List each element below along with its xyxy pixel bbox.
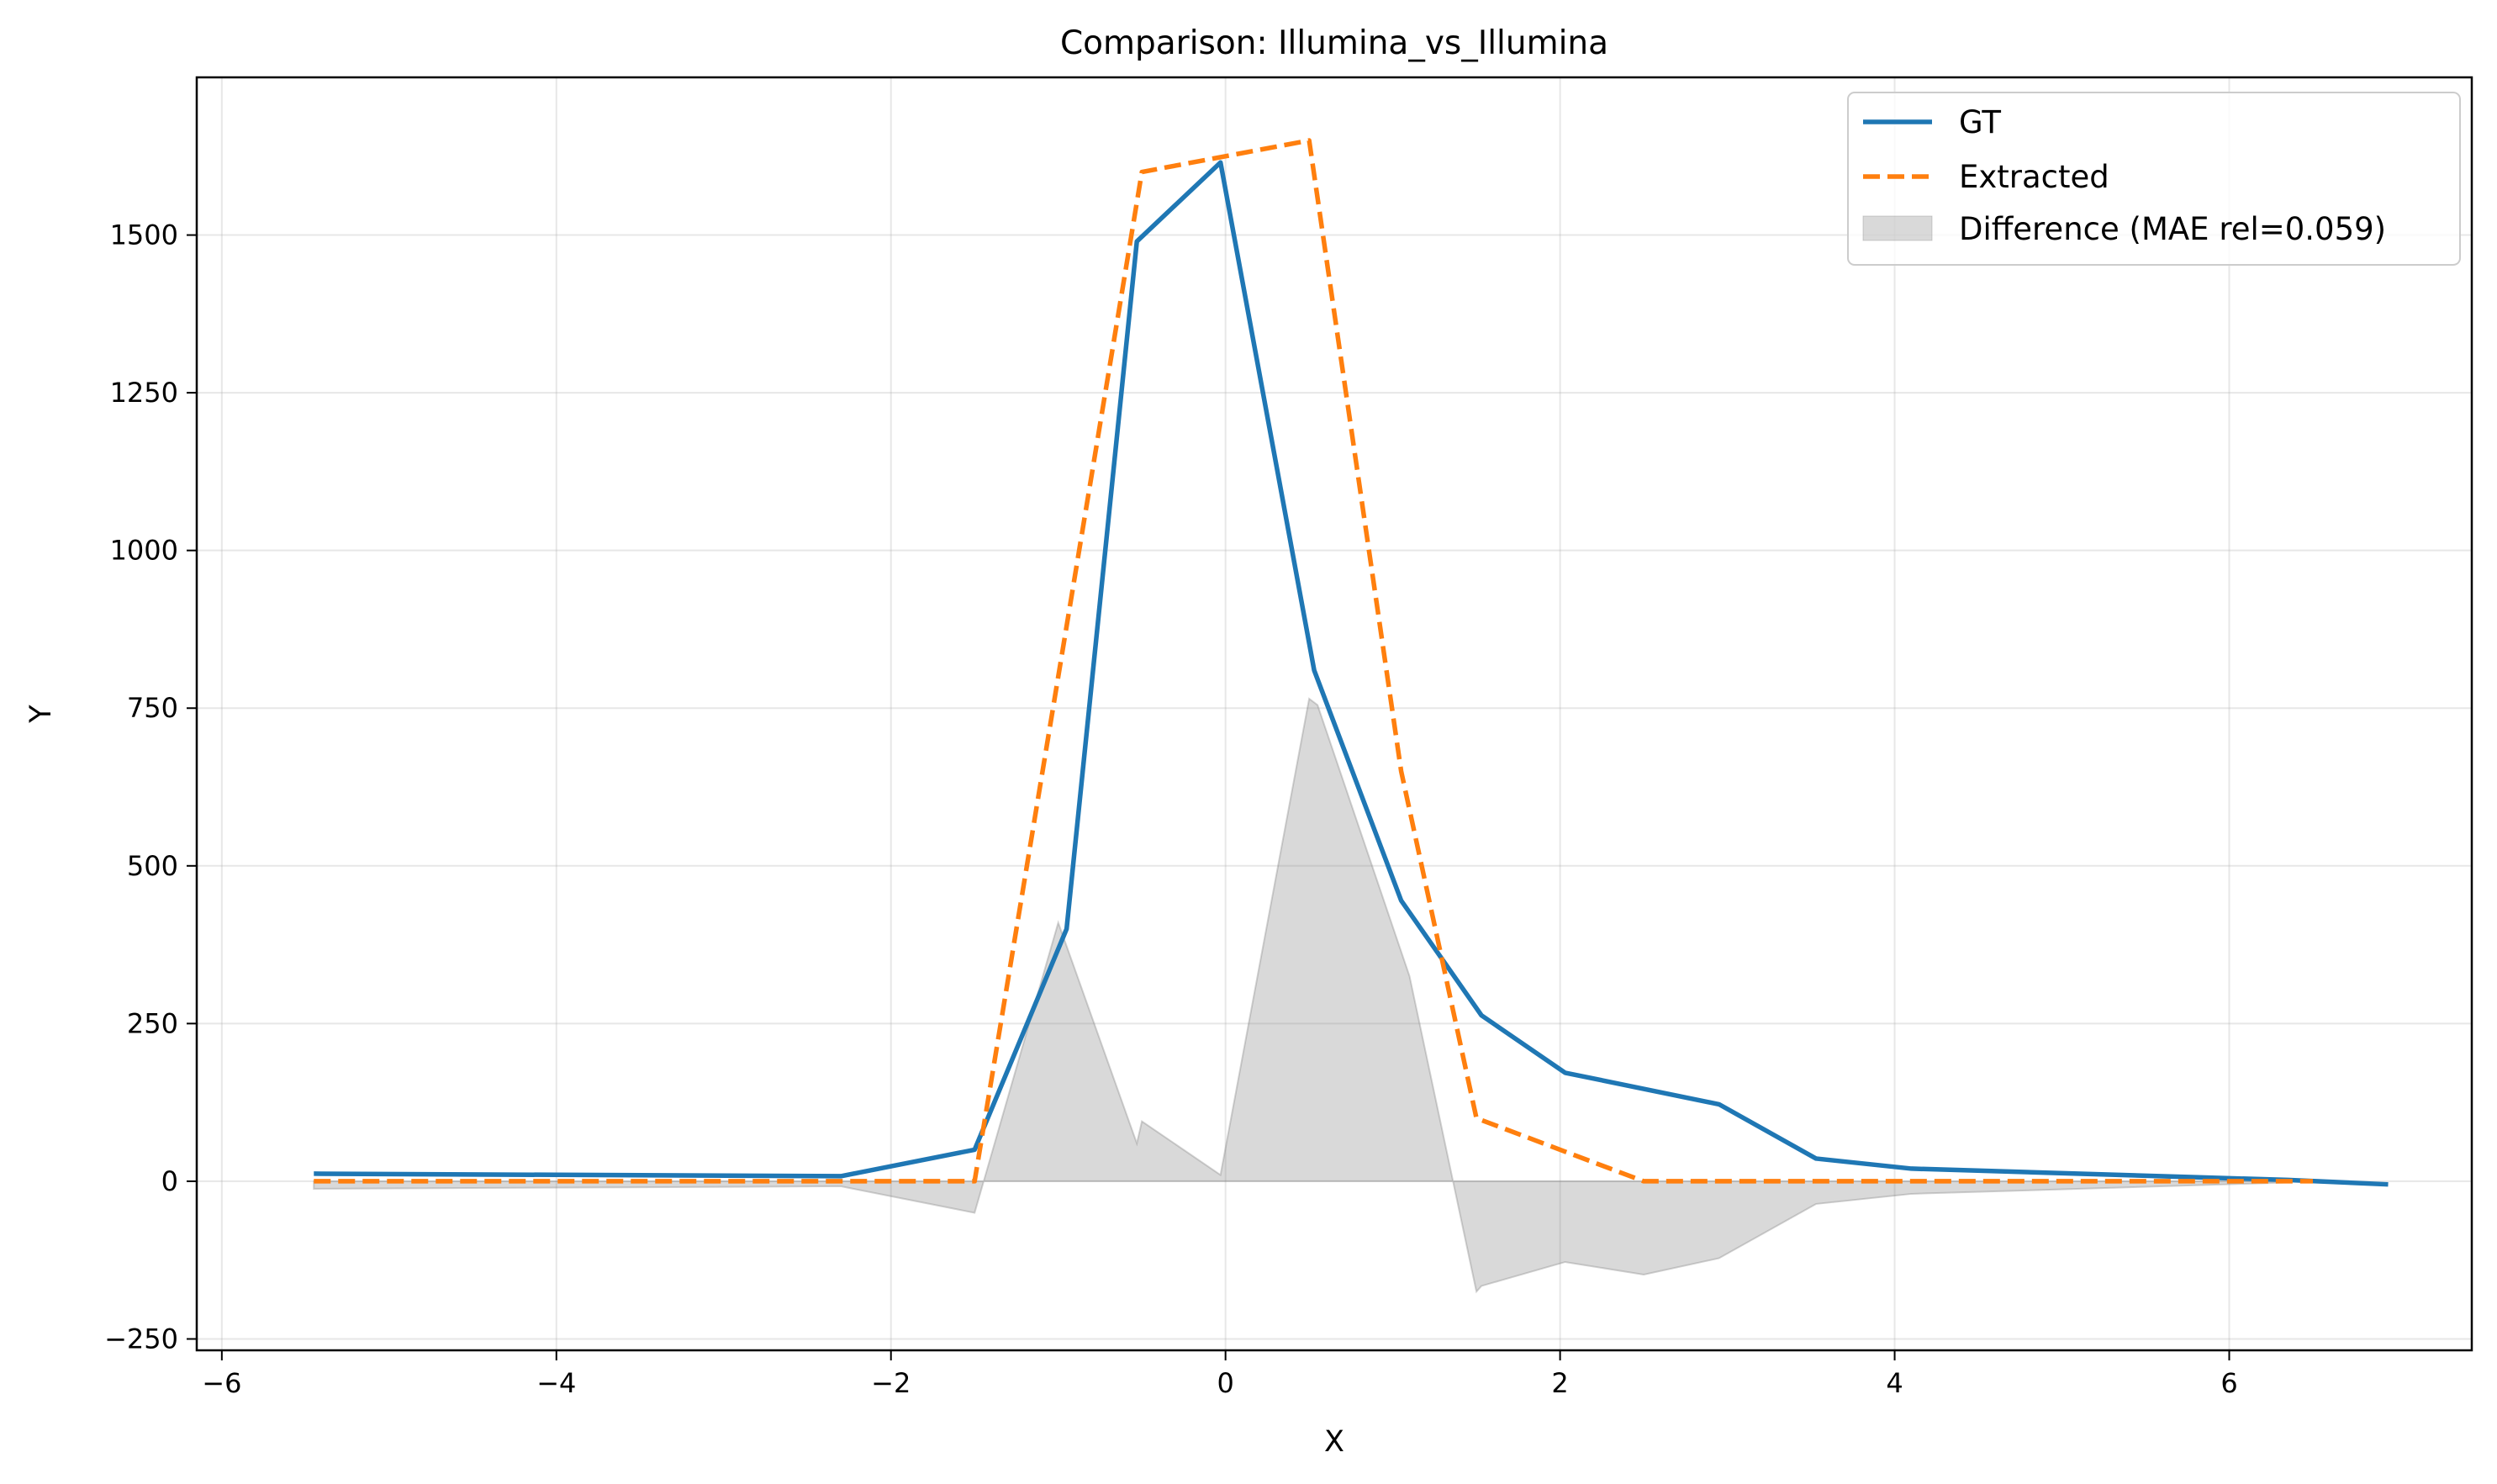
x-tick-label: −2 <box>871 1367 911 1399</box>
y-axis-label: Y <box>24 705 58 724</box>
x-tick-label: −4 <box>536 1367 576 1399</box>
y-tick-label: 0 <box>161 1165 178 1197</box>
y-tick-label: 1000 <box>110 535 178 567</box>
difference-area <box>313 697 2289 1294</box>
extracted-line <box>314 138 2313 1184</box>
y-tick-label: −250 <box>104 1323 178 1355</box>
x-axis: −6 −4 −2 0 2 4 6 <box>202 1350 2238 1399</box>
grid <box>197 77 2472 1350</box>
legend-box <box>1847 92 2461 266</box>
y-tick-label: 250 <box>127 1007 178 1039</box>
x-tick-label: 2 <box>1551 1367 1568 1399</box>
y-tick-label: 1500 <box>110 219 178 251</box>
series-group <box>314 138 2389 1187</box>
x-tick-label: 0 <box>1217 1367 1233 1399</box>
gt-line <box>314 160 2389 1187</box>
x-tick-label: 6 <box>2220 1367 2237 1399</box>
x-tick-label: 4 <box>1886 1367 1903 1399</box>
legend-gt-label: GT <box>1959 104 2001 140</box>
x-axis-label: X <box>1324 1425 1344 1459</box>
y-tick-label: 500 <box>127 850 178 882</box>
difference-area-group <box>313 697 2289 1294</box>
x-tick-label: −6 <box>202 1367 241 1399</box>
y-tick-label: 1250 <box>110 377 178 409</box>
y-axis: −250 0 250 500 750 1000 1250 1500 <box>104 219 197 1355</box>
legend-extracted-label: Extracted <box>1959 159 2109 195</box>
legend-difference-swatch <box>1862 215 1933 241</box>
chart-title: Comparison: Illumina_vs_Illumina <box>1060 24 1608 62</box>
axes-frame <box>195 76 2473 1352</box>
legend: GT Extracted Difference (MAE rel=0.059) <box>1847 92 2461 266</box>
legend-difference-label: Difference (MAE rel=0.059) <box>1959 211 2386 247</box>
y-tick-label: 750 <box>127 692 178 724</box>
